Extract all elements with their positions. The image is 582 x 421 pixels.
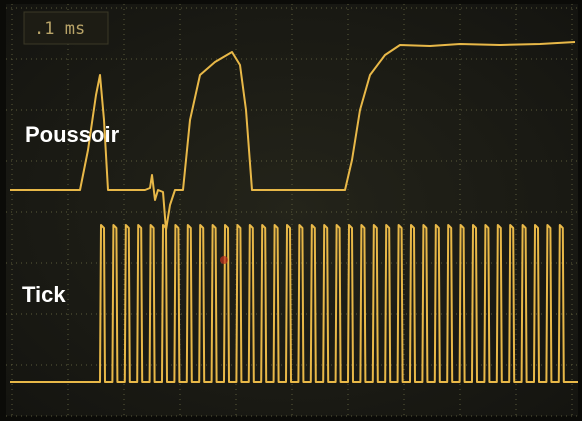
page: .1 ms Poussoir Tick (() => { const data … [0,0,582,421]
timebase-label: .1 ms [34,19,85,39]
trace-label: Poussoir [25,122,120,147]
marker-dot [220,256,228,264]
scope-photo: .1 ms Poussoir Tick [0,0,582,421]
trace-label: Tick [22,282,66,307]
